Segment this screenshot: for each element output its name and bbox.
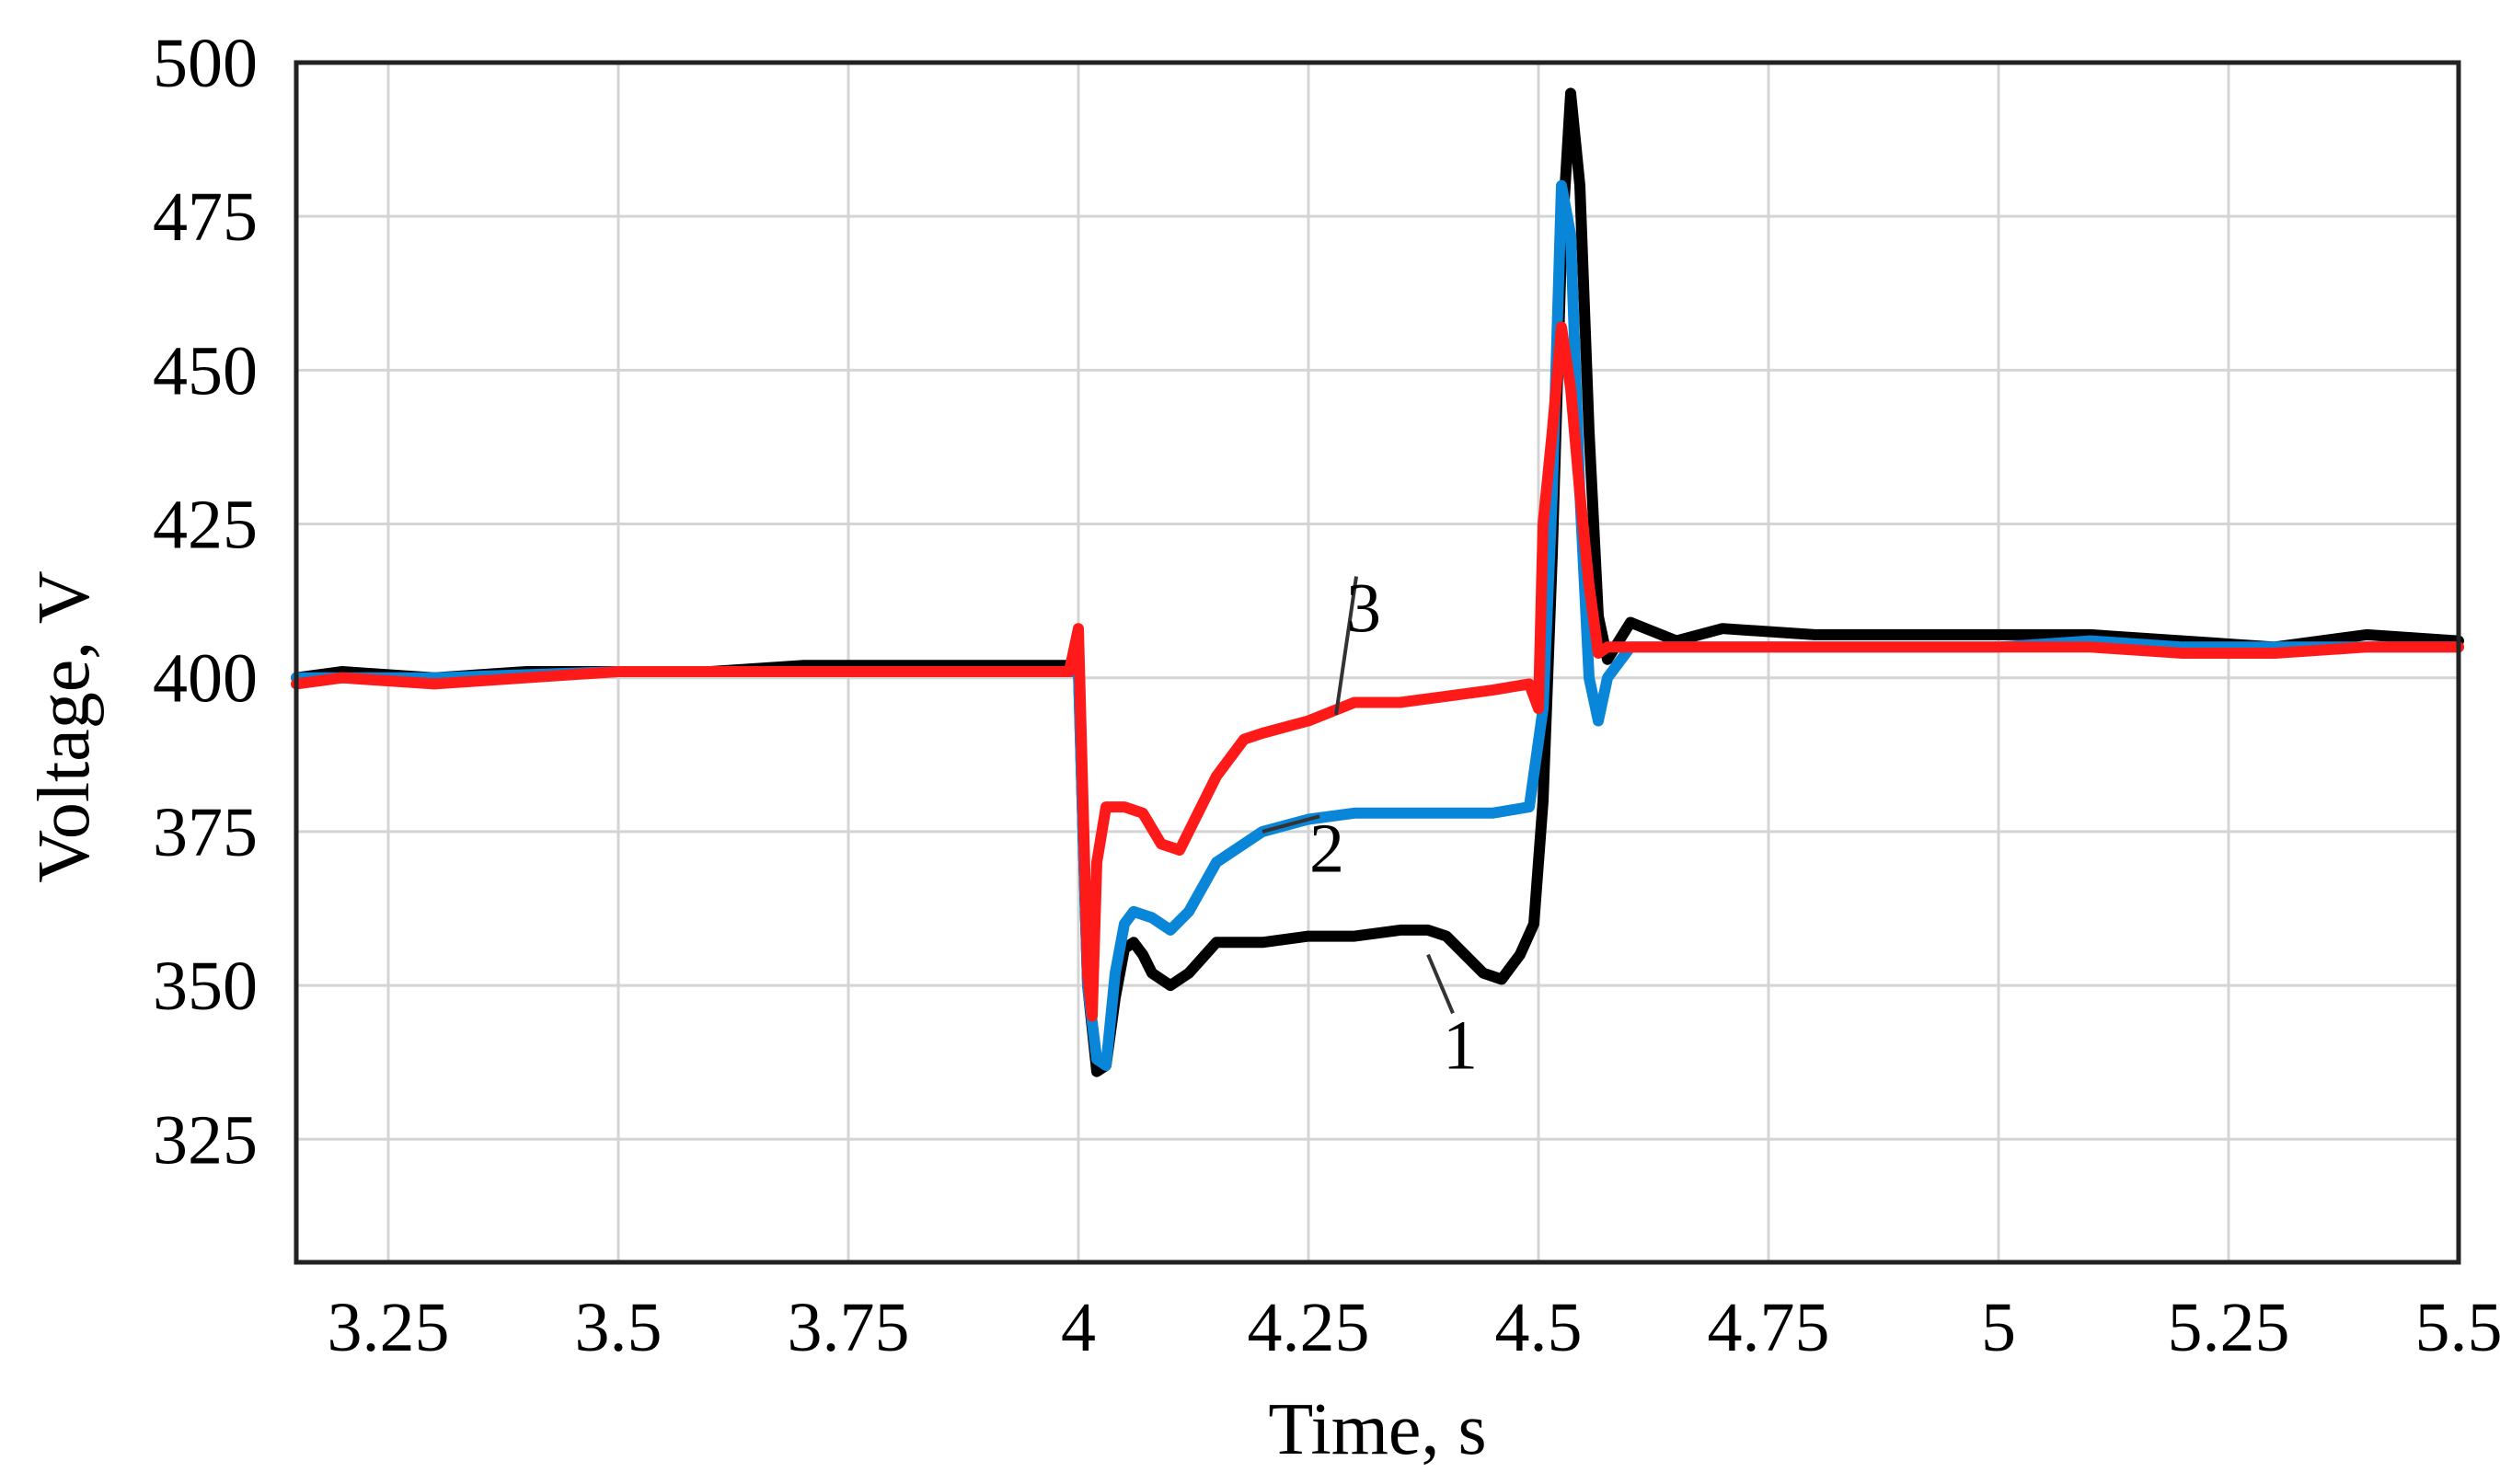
- x-axis-ticks: 3.25 3.5 3.75 4 4.25 4.5 4.75 5 5.25 5.5: [328, 1289, 2500, 1366]
- x-tick-label: 5.25: [2168, 1289, 2290, 1366]
- x-tick-label: 3.5: [575, 1289, 662, 1366]
- y-axis-ticks: 325 350 375 400 425 450 475 500: [153, 25, 258, 1179]
- x-tick-label: 4: [1061, 1289, 1096, 1366]
- y-tick-label: 475: [153, 178, 258, 256]
- grid: [296, 63, 2459, 1262]
- y-tick-label: 325: [153, 1101, 258, 1179]
- y-tick-label: 350: [153, 948, 258, 1025]
- x-tick-label: 3.25: [328, 1289, 450, 1366]
- curve-label-3: 3: [1346, 570, 1381, 648]
- x-tick-label: 4.5: [1495, 1289, 1583, 1366]
- x-tick-label: 4.75: [1708, 1289, 1830, 1366]
- y-tick-label: 400: [153, 640, 258, 718]
- y-tick-label: 425: [153, 487, 258, 564]
- y-tick-label: 450: [153, 332, 258, 409]
- y-tick-label: 500: [153, 25, 258, 102]
- y-tick-label: 375: [153, 794, 258, 871]
- x-tick-label: 5.5: [2415, 1289, 2500, 1366]
- y-axis-title: Voltage, V: [24, 570, 105, 882]
- x-tick-label: 5: [1981, 1289, 2016, 1366]
- curve-label-1: 1: [1443, 1007, 1478, 1084]
- annotation-pointer: [1428, 955, 1453, 1014]
- series-line-3: [296, 328, 2459, 1017]
- x-tick-label: 4.25: [1248, 1289, 1370, 1366]
- x-tick-label: 3.75: [788, 1289, 910, 1366]
- x-axis-title: Time, s: [1268, 1389, 1486, 1470]
- plot-frame: [296, 63, 2459, 1262]
- curve-label-2: 2: [1309, 810, 1344, 887]
